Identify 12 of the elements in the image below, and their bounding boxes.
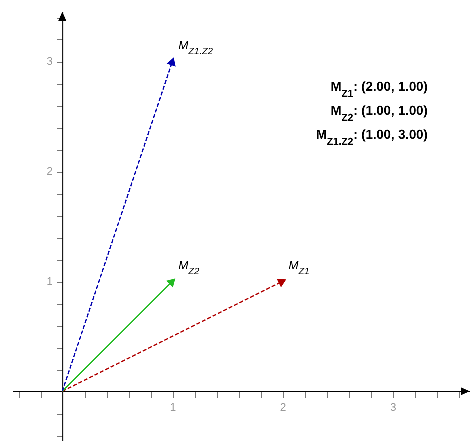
y-tick-label: 1 xyxy=(46,276,54,288)
annotation: M$_{Z2}$: (1.00, 1.00) xyxy=(330,103,428,124)
series-label: M$_{Z1.Z2}$ xyxy=(178,38,214,56)
series-label: M$_{Z2}$ xyxy=(178,258,200,276)
x-tick-label: 1 xyxy=(170,402,176,414)
x-tick-label: 2 xyxy=(280,402,286,414)
y-tick-label: 3 xyxy=(46,56,54,68)
annotation: M$_{Z1.Z2}$: (1.00, 3.00) xyxy=(316,127,428,148)
annotation: M$_{Z1}$: (2.00, 1.00) xyxy=(330,79,428,100)
y-tick-label: 2 xyxy=(46,166,54,178)
series-label: M$_{Z1}$ xyxy=(288,258,310,276)
x-tick-label: 3 xyxy=(390,402,396,414)
